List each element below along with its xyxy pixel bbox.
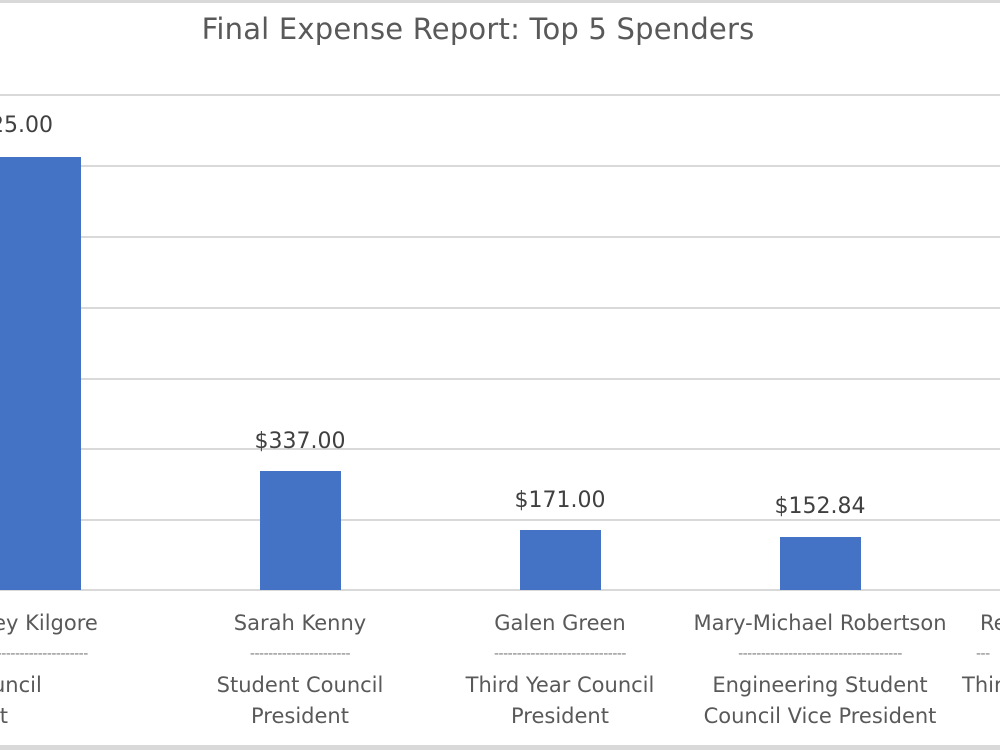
category-role: dent Council President bbox=[0, 673, 42, 728]
category-name: Re bbox=[980, 611, 1000, 635]
gridline-600 bbox=[0, 378, 1000, 380]
gridline-1400 bbox=[0, 94, 1000, 96]
gridline-800 bbox=[0, 307, 1000, 309]
data-label: $152.84 bbox=[774, 494, 866, 519]
chart-title: Final Expense Report: Top 5 Spenders bbox=[201, 12, 755, 46]
category-separator: --- bbox=[976, 646, 990, 662]
category-label: Re --- Thir bbox=[962, 608, 1000, 701]
x-axis-baseline bbox=[0, 589, 1000, 591]
gridline-1000 bbox=[0, 236, 1000, 238]
category-separator: ------------------------------------ bbox=[738, 646, 902, 662]
data-label: $171.00 bbox=[514, 488, 606, 513]
bar-sarah-kenny[interactable] bbox=[260, 471, 341, 590]
bar-mary-michael-robertson[interactable] bbox=[780, 537, 861, 590]
category-name: Mary-Michael Robertson bbox=[693, 611, 947, 635]
category-role: Student Council President bbox=[216, 673, 384, 728]
category-label: Galen Green ----------------------------… bbox=[430, 608, 690, 732]
category-role: Engineering Student Council Vice Preside… bbox=[703, 673, 937, 728]
category-separator: ---------------------- bbox=[249, 646, 351, 662]
category-separator: --------------------- bbox=[0, 646, 88, 662]
category-separator: ----------------------------- bbox=[493, 646, 627, 662]
gridline-200 bbox=[0, 519, 1000, 521]
bar-casey-kilgore[interactable] bbox=[0, 157, 81, 590]
category-label: Mary-Michael Robertson -----------------… bbox=[690, 608, 950, 732]
chart-frame-top bbox=[0, 0, 1000, 3]
category-name: sey Kilgore bbox=[0, 611, 98, 635]
data-label: $337.00 bbox=[254, 429, 346, 454]
category-role: Third Year Council President bbox=[465, 673, 655, 728]
category-label: Sarah Kenny ---------------------- Stude… bbox=[170, 608, 430, 732]
gridline-1200 bbox=[0, 165, 1000, 167]
category-name: Galen Green bbox=[494, 611, 626, 635]
category-label: sey Kilgore --------------------- dent C… bbox=[0, 608, 170, 732]
chart-frame-bottom bbox=[0, 745, 1000, 750]
category-role: Thir bbox=[962, 673, 1000, 697]
category-name: Sarah Kenny bbox=[233, 611, 367, 635]
data-label: 1,225.00 bbox=[0, 113, 53, 138]
gridline-400 bbox=[0, 448, 1000, 450]
bar-galen-green[interactable] bbox=[520, 530, 601, 590]
